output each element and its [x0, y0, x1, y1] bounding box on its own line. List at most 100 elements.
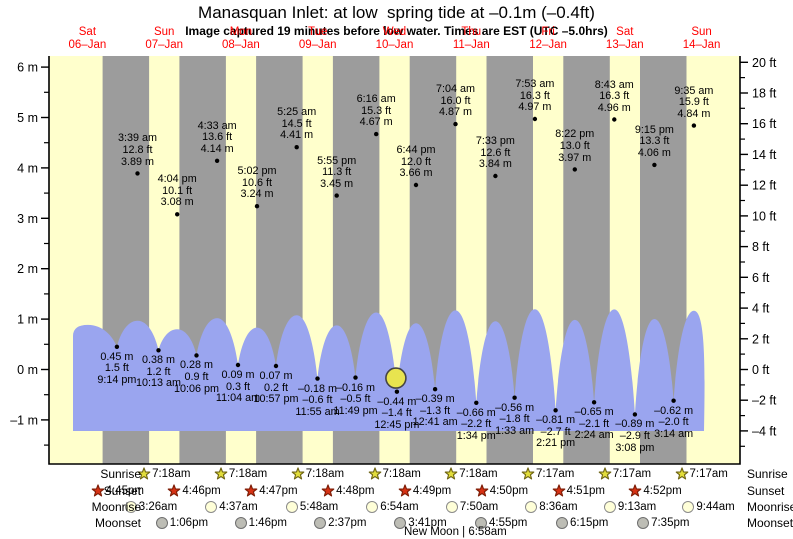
low-tide-label: –0.65 m –2.1 ft 2:24 am	[574, 406, 614, 442]
high-tide-label: 6:16 am 15.3 ft 4.67 m	[356, 93, 396, 129]
moonrise-moon-icon	[525, 501, 538, 513]
sunrise-star-icon	[598, 467, 612, 480]
tide-point	[353, 375, 358, 380]
moonset-time: 2:37pm	[328, 517, 367, 529]
tide-point	[572, 167, 577, 172]
tide-point	[135, 171, 140, 176]
sunrise-time: 7:17am	[612, 468, 652, 480]
low-tide-label: 0.45 m 1.5 ft 9:14 pm	[97, 350, 137, 386]
astro-row-label-right: Moonrise	[747, 499, 793, 514]
sunset-entry: 4:45pm	[91, 483, 144, 498]
moonrise-time: 9:13am	[617, 501, 657, 513]
y-tick-label-right: 2 ft	[752, 332, 770, 346]
sunrise-time: 7:18am	[152, 468, 191, 480]
moonrise-entry: 9:44am	[682, 500, 735, 514]
tide-point	[413, 182, 419, 188]
day-label: Wed 10–Jan	[356, 26, 434, 52]
low-tide-label: –0.66 m –2.2 ft 1:34 pm	[456, 406, 496, 442]
moonrise-entry: 3:26am	[124, 500, 177, 514]
day-name: Mon	[229, 26, 253, 38]
tide-point	[612, 117, 617, 122]
moonrise-moon-icon	[124, 501, 137, 513]
sunset-star-icon	[552, 483, 565, 496]
moonrise-moon-icon	[366, 501, 379, 513]
moonrise-entry: 7:50am	[445, 500, 498, 514]
moonset-entry: 7:35pm	[637, 516, 689, 530]
tide-point	[394, 389, 400, 394]
sunset-entry: 4:52pm	[628, 483, 682, 498]
sunrise-star-icon	[368, 467, 381, 480]
moonset-entry: 2:37pm	[314, 516, 366, 530]
moonrise-entry: 8:36am	[525, 500, 578, 514]
day-name: Sun	[691, 26, 712, 38]
day-name: Thu	[461, 26, 482, 38]
tide-point	[374, 131, 379, 137]
moonrise-moon-icon	[603, 501, 616, 513]
moonrise-time: 4:37am	[219, 501, 258, 513]
y-tick-label-left: 0 m	[17, 363, 38, 377]
high-tide-label: 7:53 am 16.3 ft 4.97 m	[515, 78, 555, 114]
low-tide-label: –0.81 m –2.7 ft 2:21 pm	[536, 414, 576, 450]
moonrise-moon-icon	[682, 501, 695, 513]
moonset-moon-icon	[155, 517, 168, 529]
day-label: Fri 12–Jan	[509, 26, 587, 52]
sunrise-entry: 7:18am	[291, 467, 344, 481]
tide-point	[453, 121, 458, 127]
astro-row-label-left: Moonrise	[91, 499, 141, 514]
high-tide-label: 9:35 am 15.9 ft 4.84 m	[674, 84, 714, 120]
high-tide-label: 4:04 pm 10.1 ft 3.08 m	[157, 173, 197, 209]
y-tick-label-left: 5 m	[17, 111, 38, 125]
tide-point	[652, 162, 657, 168]
tide-point	[532, 116, 538, 122]
y-tick-label-right: –2 ft	[752, 394, 777, 408]
day-date: 11–Jan	[452, 39, 490, 51]
sunset-time: 4:48pm	[336, 484, 375, 497]
sunset-star-icon	[244, 483, 258, 496]
moonrise-entry: 9:13am	[603, 500, 657, 514]
moonset-entry: 1:46pm	[234, 516, 287, 530]
high-tide-label: 5:02 pm 10.6 ft 3.24 m	[237, 165, 277, 201]
tide-point	[671, 398, 676, 403]
tide-point	[474, 400, 479, 405]
sunset-entry: 4:47pm	[244, 483, 298, 498]
moonset-moon-icon	[394, 517, 407, 529]
low-tide-label: 0.38 m 1.2 ft 10:13 am	[135, 354, 182, 390]
high-tide-label: 9:15 pm 13.3 ft 4.06 m	[634, 123, 674, 160]
moonset-entry: 4:55pm	[475, 516, 527, 530]
day-date: 08–Jan	[222, 39, 260, 51]
sunset-star-icon	[475, 483, 489, 496]
y-tick-label-left: 2 m	[17, 262, 38, 276]
moonrise-entry: 6:54am	[366, 500, 419, 514]
sunrise-star-icon	[214, 467, 228, 480]
tide-point	[254, 204, 260, 209]
chart-subtitle: Image captured 19 minutes before low wat…	[185, 24, 608, 38]
sunrise-time: 7:17am	[689, 468, 728, 480]
tide-point	[432, 387, 438, 392]
moonset-time: 1:06pm	[169, 517, 209, 529]
day-date: 09–Jan	[298, 39, 337, 51]
day-name: Sun	[153, 26, 175, 38]
day-label: Sat 06–Jan	[48, 26, 126, 52]
sunrise-star-icon	[291, 467, 305, 480]
day-label: Tue 09–Jan	[279, 26, 357, 52]
moonrise-entry: 5:48am	[285, 500, 338, 514]
moonset-entry: 3:41pm	[394, 516, 447, 530]
tide-point	[334, 193, 339, 198]
low-tide-label: –0.89 m –2.9 ft 3:08 pm	[615, 418, 655, 454]
low-tide-label: 0.07 m 0.2 ft 10:57 pm	[253, 370, 299, 406]
sunset-time: 4:52pm	[643, 484, 682, 497]
moonset-moon-icon	[234, 517, 247, 529]
low-tide-label: 0.09 m 0.3 ft 11:04 am	[215, 369, 261, 405]
moonrise-moon-icon	[445, 501, 458, 513]
moonset-moon-icon	[556, 517, 568, 529]
y-tick-label-left: 6 m	[17, 61, 38, 75]
low-tide-label: –0.56 m –1.8 ft 1:33 am	[495, 401, 535, 437]
sunrise-star-icon	[521, 467, 535, 480]
y-tick-label-right: 16 ft	[752, 117, 777, 131]
day-name: Tue	[307, 26, 328, 38]
sunset-time: 4:45pm	[105, 484, 144, 497]
day-date: 10–Jan	[375, 39, 414, 51]
sunrise-time: 7:18am	[382, 468, 421, 480]
